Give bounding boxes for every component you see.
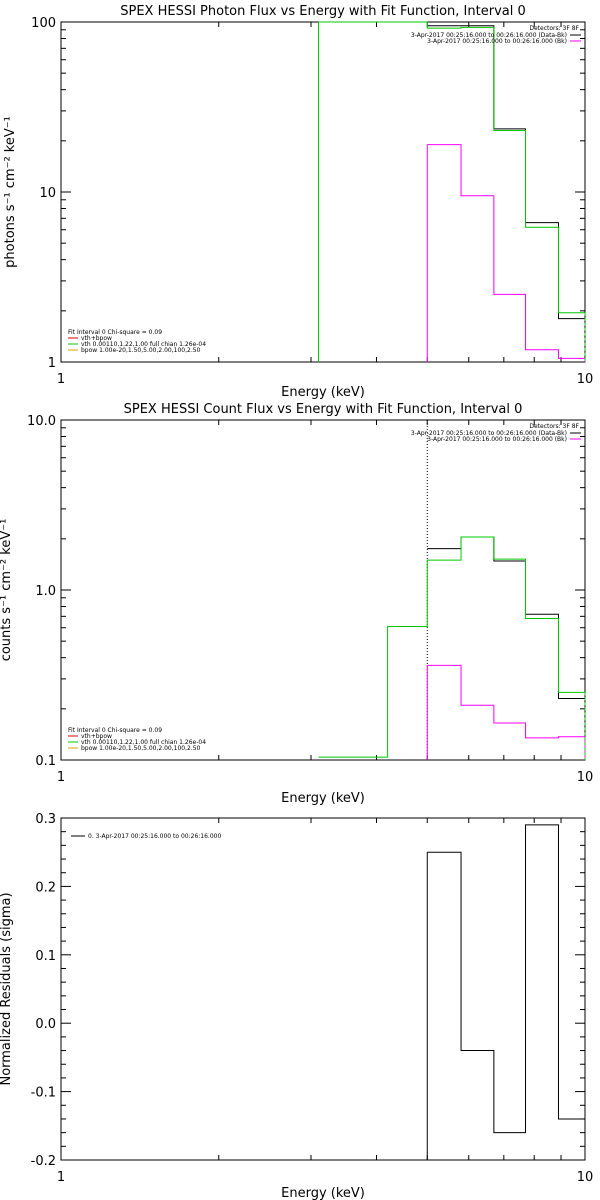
x-tick-label: 1	[57, 1170, 65, 1185]
x-axis-title: Energy (keV)	[281, 791, 365, 806]
legend-entry-label: 3-Apr-2017 00:25:16.000 to 00:26:16.000 …	[427, 38, 567, 45]
x-tick-label: 10	[577, 770, 594, 785]
series-residuals	[427, 824, 585, 1134]
legend-header: Detectors: 3F 8F	[529, 25, 579, 32]
legend-entry-label: 3-Apr-2017 00:25:16.000 to 00:26:16.000 …	[427, 436, 567, 443]
fit-legend-label: vth+bpow	[81, 335, 112, 342]
series-bk	[427, 144, 585, 359]
y-axis-title: photons s⁻¹ cm⁻² keV⁻¹	[3, 116, 18, 268]
fit-legend-label: vth+bpow	[81, 733, 112, 740]
series-bk	[427, 664, 585, 739]
y-tick-label: 0.2	[35, 880, 56, 895]
legend-header: Detectors: 3F 8F	[529, 423, 579, 430]
x-tick-label: 1	[57, 372, 65, 387]
series-vth-bpow	[318, 536, 585, 758]
plot-title: SPEX HESSI Photon Flux vs Energy with Fi…	[120, 4, 526, 19]
legend-entry-label: 3-Apr-2017 00:25:16.000 to 00:26:16.000 …	[411, 430, 567, 437]
series-data-bk	[427, 25, 585, 320]
y-tick-label: 0.1	[35, 754, 56, 769]
y-tick-label: -0.2	[31, 1154, 56, 1169]
y-tick-label: 100	[31, 16, 56, 31]
y-tick-label: -0.1	[31, 1086, 56, 1101]
x-axis-title: Energy (keV)	[281, 385, 365, 400]
y-tick-label: 1.0	[35, 584, 56, 599]
fit-legend-header: Fit Interval 0 Chi-square = 0.09	[68, 727, 162, 734]
y-axis-title: counts s⁻¹ cm⁻² keV⁻¹	[0, 519, 14, 662]
plot-title: SPEX HESSI Count Flux vs Energy with Fit…	[124, 402, 523, 417]
y-tick-label: 0.0	[35, 1017, 56, 1032]
fit-legend-label: vth 0.00110,1.22,1.00 full chian 1.26e-0…	[81, 739, 206, 746]
x-tick-label: 10	[577, 1170, 594, 1185]
x-tick-label: 1	[57, 770, 65, 785]
fit-legend-header: Fit Interval 0 Chi-square = 0.09	[68, 329, 162, 336]
plot-frame	[60, 817, 586, 1161]
plot-frame	[60, 21, 586, 363]
series-vth-bpow	[318, 21, 585, 314]
y-tick-label: 10.0	[27, 414, 56, 429]
y-tick-label: 1	[48, 356, 56, 371]
x-axis-title: Energy (keV)	[281, 1186, 365, 1200]
y-tick-label: 0.3	[35, 812, 56, 827]
y-tick-label: 10	[39, 186, 56, 201]
legend-entry-label: 3-Apr-2017 00:25:16.000 to 00:26:16.000 …	[411, 32, 567, 39]
residual-legend-label: 0. 3-Apr-2017 00:25:16.000 to 00:26:16.0…	[88, 833, 221, 840]
fit-legend-label: bpow 1.00e-20,1.50,5.00,2.00,100,2.50	[81, 347, 201, 354]
fit-legend-label: vth 0.00110,1.22,1.00 full chian 1.26e-0…	[81, 341, 206, 348]
y-axis-title: Normalized Residuals (sigma)	[0, 892, 14, 1085]
plot-frame	[60, 419, 586, 761]
y-tick-label: 0.1	[35, 949, 56, 964]
fit-legend-label: bpow 1.00e-20,1.50,5.00,2.00,100,2.50	[81, 745, 201, 752]
series-data-bk	[427, 536, 585, 700]
x-tick-label: 10	[577, 372, 594, 387]
